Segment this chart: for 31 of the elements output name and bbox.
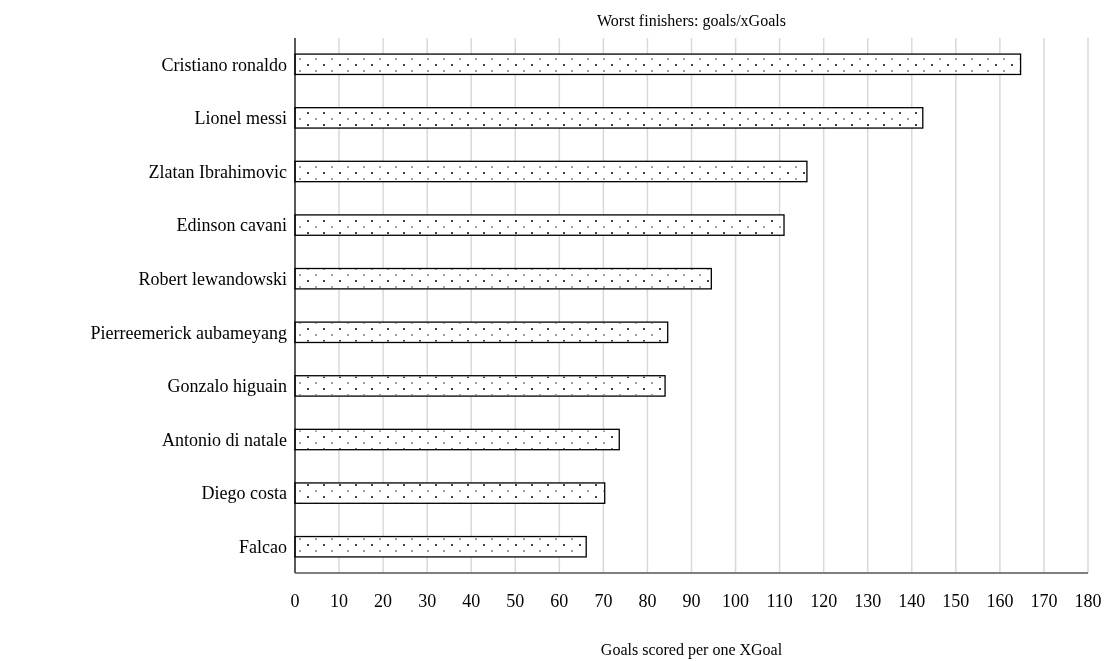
y-tick-label: Antonio di natale [162,429,287,450]
y-tick-label: Edinson cavani [176,215,287,236]
x-tick-label: 20 [374,591,393,611]
y-tick-label: Lionel messi [194,108,287,129]
y-tick-label: Cristiano ronaldo [161,54,287,75]
x-tick-label: 30 [418,591,437,611]
x-tick-label: 100 [722,591,750,611]
y-tick-label: Falcao [239,537,287,558]
chart-title: Worst finishers: goals/xGoals [597,12,786,30]
x-axis-title: Goals scored per one XGoal [600,641,783,659]
x-tick-label: 160 [986,591,1014,611]
x-tick-label: 50 [506,591,525,611]
x-tick-label: 140 [898,591,926,611]
y-tick-label: Zlatan Ibrahimovic [148,161,287,182]
y-tick-label: Gonzalo higuain [167,376,287,397]
x-tick-label: 90 [682,591,701,611]
x-tick-label: 120 [810,591,838,611]
x-tick-label: 150 [942,591,970,611]
x-tick-label: 70 [594,591,613,611]
y-tick-label: Robert lewandowski [138,269,287,289]
x-tick-label: 40 [462,591,481,611]
x-tick-label: 60 [550,591,569,611]
x-tick-label: 170 [1030,591,1058,611]
y-tick-label: Pierreemerick aubameyang [90,322,287,343]
x-tick-label: 180 [1074,591,1102,611]
x-tick-label: 130 [854,591,882,611]
x-tick-label: 80 [638,591,657,611]
x-tick-label: 10 [330,591,349,611]
x-tick-label: 0 [290,591,300,611]
y-tick-label: Diego costa [201,483,287,504]
x-tick-label: 110 [766,591,793,611]
